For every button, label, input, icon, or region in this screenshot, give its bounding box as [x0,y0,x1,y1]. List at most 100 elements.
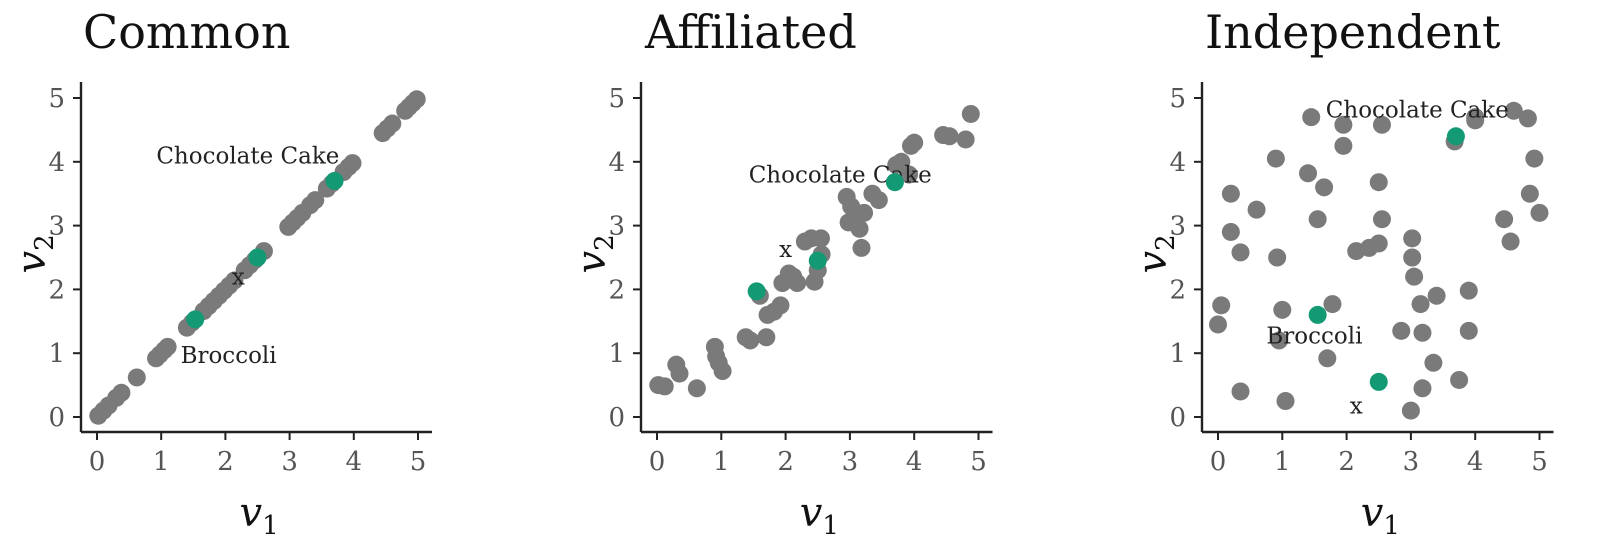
data-point [670,364,689,383]
x-tick-label: 3 [842,447,859,477]
x-tick-label: 3 [1403,447,1420,477]
x-axis-label: v1 [1361,490,1400,541]
y-axis-label-main: v [569,251,615,274]
data-point [158,337,177,356]
data-point [1504,101,1523,120]
data-point [1308,210,1327,229]
x-tick-label: 5 [410,447,427,477]
y-tick-label: 4 [1169,148,1186,178]
highlighted-point [325,171,344,190]
data-point [383,114,402,133]
data-point [855,203,874,222]
data-point [1221,222,1240,241]
data-point [850,219,869,238]
y-axis-label-subscript: 2 [1151,234,1181,251]
data-point [1427,286,1446,305]
data-point [1334,115,1353,134]
data-point [1525,149,1544,168]
x-tick-label: 2 [777,447,794,477]
y-axis-label: v2 [9,234,60,273]
y-axis-label-subscript: 2 [30,234,60,251]
data-point [757,328,776,347]
x-tick-label: 1 [153,447,170,477]
data-point [1315,178,1334,197]
data-point [1518,109,1537,128]
panel-title: Independent [1205,5,1501,59]
data-point [956,130,975,149]
x-axis-label-main: v [240,490,263,536]
highlighted-point [808,251,827,270]
data-point [1520,184,1539,203]
data-point [1411,295,1430,314]
highlighted-point [1308,305,1327,324]
y-tick-label: 5 [608,84,625,114]
y-tick-label: 2 [1169,275,1186,305]
data-point [1209,315,1227,334]
y-tick-label: 0 [608,403,625,433]
data-point [1266,149,1285,168]
data-point [940,127,959,146]
y-tick-label: 1 [48,339,65,369]
y-tick-label: 3 [1169,212,1186,242]
x-tick-label: 0 [1210,447,1227,477]
x-tick-label: 5 [1531,447,1548,477]
data-point [1495,210,1514,229]
y-axis-label: v2 [569,234,620,273]
y-tick-label: 1 [1169,339,1186,369]
data-point [811,229,830,248]
y-tick-label: 5 [48,84,65,114]
x-tick-label: 5 [970,447,987,477]
data-point [1268,248,1287,267]
data-point [1276,392,1295,411]
data-point [112,383,131,402]
data-point [655,377,674,396]
y-axis-label-main: v [1130,251,1176,274]
data-point [1212,296,1231,315]
data-point [788,274,807,293]
y-tick-label: 2 [608,275,625,305]
data-point [1318,349,1337,368]
x-axis-label: v1 [800,490,839,541]
highlighted-point [1446,127,1465,146]
data-point [1405,267,1424,286]
data-point [1221,184,1240,203]
data-point [407,90,426,109]
data-point [1466,111,1485,130]
y-tick-label: 2 [48,275,65,305]
data-point [1270,331,1289,350]
data-point [1372,115,1391,134]
annotation-label: x [779,237,792,263]
y-axis-label-main: v [9,251,55,274]
y-tick-label: 3 [48,212,65,242]
data-point [1450,370,1469,389]
x-tick-label: 1 [713,447,730,477]
data-point [687,379,706,398]
y-tick-label: 3 [608,212,625,242]
data-point [852,238,871,257]
data-point [1247,200,1266,219]
y-tick-label: 4 [608,148,625,178]
x-axis-label-subscript: 1 [262,511,279,541]
data-point [713,362,732,381]
panel-title: Affiliated [644,5,857,59]
x-axis-label-subscript: 1 [822,511,839,541]
data-point [1530,203,1549,222]
data-point [869,191,888,210]
data-point [1501,232,1520,251]
data-point [343,154,362,173]
data-point [1401,401,1420,420]
data-point [306,191,325,210]
annotation-label: Chocolate Cake [156,143,339,169]
data-point [1424,353,1443,372]
x-tick-label: 1 [1274,447,1291,477]
x-tick-label: 2 [1338,447,1355,477]
highlighted-point [885,173,904,192]
data-point [1369,234,1388,253]
annotation-label: x [1350,394,1363,420]
y-tick-label: 5 [1169,84,1186,114]
x-axis-label-main: v [1361,490,1384,536]
x-tick-label: 2 [217,447,234,477]
data-point [1392,321,1411,340]
y-tick-label: 0 [1169,403,1186,433]
